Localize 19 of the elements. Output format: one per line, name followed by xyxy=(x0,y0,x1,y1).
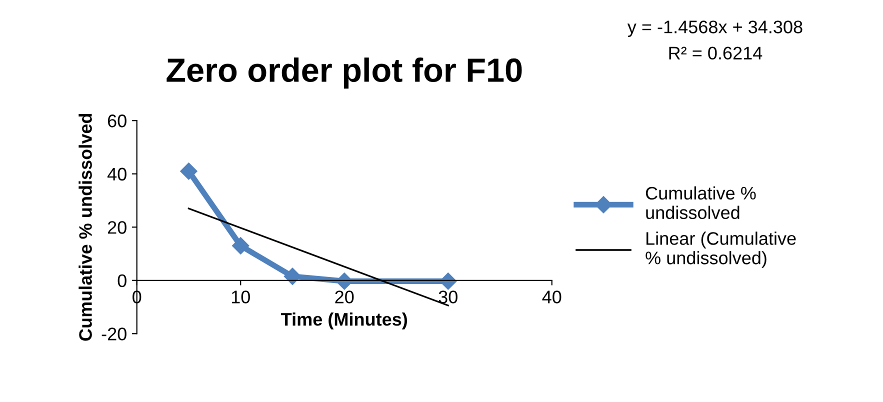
y-tick-label: -20 xyxy=(102,328,126,340)
y-axis-title: Cumulative % undissolved xyxy=(78,114,92,341)
chart-title: Zero order plot for F10 xyxy=(166,58,522,89)
x-axis-title: Time (Minutes) xyxy=(281,312,408,330)
x-tick-label: 30 xyxy=(438,290,458,304)
legend-label: Linear (Cumulative % undissolved) xyxy=(646,232,796,268)
x-tick-label: 10 xyxy=(232,290,250,304)
point xyxy=(284,268,302,285)
text: y = -1.4568x + 34.308 xyxy=(627,20,802,37)
y-tick-label: 40 xyxy=(107,168,126,181)
y-tick-label: 20 xyxy=(108,221,126,234)
text: R² = 0.6214 xyxy=(669,46,762,60)
x-tick-label: 40 xyxy=(542,290,562,304)
x-tick-label: 20 xyxy=(335,290,354,304)
y-tick-label: 60 xyxy=(108,114,126,128)
legend-label: Cumulative % undissolved xyxy=(646,186,756,220)
point xyxy=(232,237,250,254)
y-tick-label: 0 xyxy=(118,274,126,288)
point xyxy=(180,162,198,180)
